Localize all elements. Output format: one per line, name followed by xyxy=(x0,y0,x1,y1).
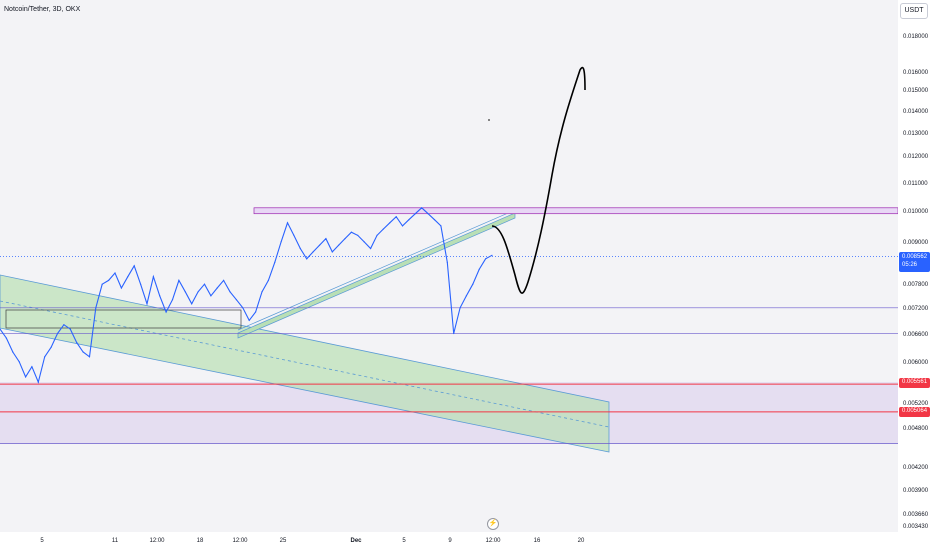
flash-icon[interactable]: ⚡ xyxy=(487,518,499,530)
price-tick-label: 0.005200 xyxy=(903,401,929,407)
time-tick-label: 12:00 xyxy=(485,538,501,544)
price-tick-label: 0.018000 xyxy=(903,34,929,40)
price-tick-label: 0.013000 xyxy=(903,131,929,137)
price-tick-label: 0.003900 xyxy=(903,488,929,494)
time-tick-label: 5 xyxy=(402,538,406,544)
ascending-channel-top xyxy=(237,209,516,331)
time-tick-label: 5 xyxy=(40,538,44,544)
chart-title: Notcoin/Tether, 3D, OKX xyxy=(4,6,81,13)
time-tick-label: Dec xyxy=(350,538,362,544)
current-price-value: 0.008562 xyxy=(902,254,928,260)
red-level-tag-2: 0.005064 xyxy=(899,407,930,417)
price-tick-label: 0.010000 xyxy=(903,209,929,215)
price-tick-label: 0.016000 xyxy=(903,70,929,76)
channel-midline xyxy=(0,300,610,428)
resistance-zone xyxy=(253,207,899,215)
ascending-channel xyxy=(237,212,516,339)
red-level-tag-1: 0.005561 xyxy=(899,378,930,388)
time-tick-label: 12:00 xyxy=(232,538,248,544)
price-tick-label: 0.011000 xyxy=(903,181,928,187)
chart-plot-area[interactable] xyxy=(0,0,899,532)
time-tick-label: 11 xyxy=(111,538,119,544)
price-tick-label: 0.004200 xyxy=(903,465,929,471)
axis-corner xyxy=(898,532,932,550)
current-price-countdown: 05:26 xyxy=(902,262,918,268)
range-box xyxy=(5,309,242,329)
chart-svg[interactable] xyxy=(0,0,899,532)
price-tick-label: 0.007800 xyxy=(903,282,929,288)
time-tick-label: 9 xyxy=(448,538,452,544)
current-price-tag: 0.008562 05:26 xyxy=(899,252,930,272)
descending-channel xyxy=(0,274,610,453)
time-tick-label: 12:00 xyxy=(149,538,165,544)
price-series-line xyxy=(0,207,493,384)
price-tick-label: 0.007200 xyxy=(903,306,929,312)
time-tick-label: 16 xyxy=(533,538,541,544)
time-tick-label: 18 xyxy=(196,538,204,544)
annotation-dot xyxy=(488,119,490,121)
price-tick-label: 0.012000 xyxy=(903,154,929,160)
currency-button[interactable]: USDT xyxy=(900,3,928,19)
price-tick-label: 0.009000 xyxy=(903,240,929,246)
price-tick-label: 0.003430 xyxy=(903,524,929,530)
time-tick-label: 25 xyxy=(279,538,287,544)
price-tick-label: 0.004800 xyxy=(903,426,929,432)
price-tick-label: 0.014000 xyxy=(903,109,929,115)
price-tick-label: 0.015000 xyxy=(903,88,929,94)
price-tick-label: 0.006000 xyxy=(903,360,929,366)
time-axis[interactable] xyxy=(0,532,898,550)
price-tick-label: 0.003660 xyxy=(903,512,929,518)
projection-path xyxy=(491,66,586,294)
price-tick-label: 0.006600 xyxy=(903,332,929,338)
time-tick-label: 20 xyxy=(577,538,585,544)
